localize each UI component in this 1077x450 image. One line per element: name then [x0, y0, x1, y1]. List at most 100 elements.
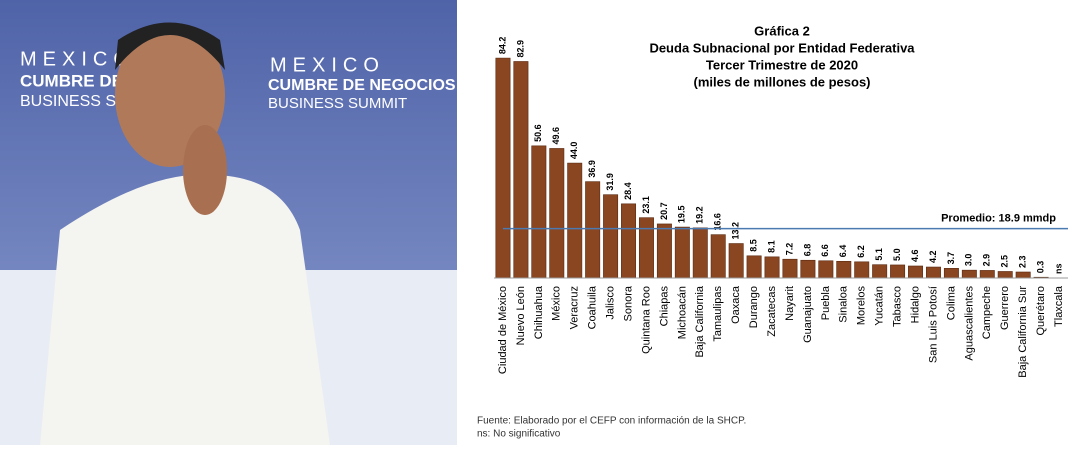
bar [836, 260, 852, 279]
value-label: 28.4 [623, 182, 633, 200]
chart-subtitle: Tercer Trimestre de 2020 [706, 57, 858, 72]
bar [746, 255, 762, 279]
x-tick-label: Morelos [856, 286, 868, 326]
value-label: 8.5 [748, 239, 758, 252]
bar [997, 271, 1013, 279]
x-tick-label: Nuevo León [515, 286, 527, 345]
value-label: 2.5 [1000, 255, 1010, 268]
photo: MEXICO CUMBRE DE NEGOCIOS BUSINESS SUMMI… [0, 0, 457, 445]
x-tick-label: Puebla [820, 285, 832, 320]
x-tick-label: Hidalgo [909, 286, 921, 323]
chart-subtitle: Deuda Subnacional por Entidad Federativa [649, 40, 915, 55]
bar [638, 217, 654, 279]
bar [567, 162, 583, 279]
x-tick-label: México [551, 286, 563, 321]
x-tick-label: Tamaulipas [712, 286, 724, 342]
x-tick-label: Sonora [622, 285, 634, 321]
chart: Gráfica 2 Deuda Subnacional por Entidad … [477, 23, 915, 439]
value-label: 3.7 [946, 252, 956, 265]
bar [656, 223, 672, 279]
value-label: 13.2 [731, 222, 741, 240]
bar [800, 259, 816, 279]
bar [603, 194, 619, 279]
value-label: 84.2 [497, 37, 507, 55]
value-label: 82.9 [515, 40, 525, 58]
value-label: 16.6 [713, 213, 723, 231]
x-tick-label: Chiapas [658, 286, 670, 327]
x-tick-label: Durango [748, 286, 760, 328]
average-label: Promedio: 18.9 mmdp [941, 213, 1056, 225]
value-label: 6.4 [838, 245, 848, 258]
bar [585, 181, 601, 279]
signage: MEXICO [270, 54, 385, 76]
value-label: 2.9 [982, 254, 992, 267]
x-tick-label: Querétaro [1035, 286, 1047, 336]
shirt [40, 174, 330, 445]
bar [925, 266, 941, 279]
signage: BUSINESS SUMMIT [268, 95, 407, 112]
x-tick-label: Tlaxcala [1053, 285, 1065, 327]
value-label: 6.8 [802, 244, 812, 257]
value-label: 3.0 [964, 254, 974, 267]
value-label: 4.6 [910, 249, 920, 262]
signage: CUMBRE DE NEGOCIOS [268, 77, 456, 94]
x-tick-label: Chihuahua [533, 285, 545, 339]
x-tick-label: Zacatecas [766, 286, 778, 337]
x-tick-label: Baja California Sur [1017, 286, 1029, 378]
x-tick-label: Oaxaca [730, 285, 742, 324]
bar [764, 256, 780, 279]
bar [728, 243, 744, 279]
bar [782, 258, 798, 279]
bar [943, 268, 959, 279]
bar [1015, 271, 1031, 279]
x-tick-label: Guanajuato [802, 286, 814, 343]
value-label: 5.0 [892, 248, 902, 261]
value-label: 6.2 [856, 245, 866, 258]
value-label: 19.2 [695, 206, 705, 224]
source-note: Fuente: Elaborado por el CEFP con inform… [477, 416, 746, 427]
x-tick-label: Yucatán [874, 286, 886, 326]
value-label: 2.3 [1018, 255, 1028, 268]
value-label: ns [1053, 263, 1063, 274]
bar [961, 269, 977, 279]
hair [115, 22, 225, 70]
value-label: 20.7 [659, 202, 669, 220]
value-label: 19.5 [677, 206, 687, 224]
x-tick-label: San Luis Potosí [927, 286, 939, 363]
bar [513, 61, 529, 279]
x-tick-label: Tabasco [892, 286, 904, 327]
bar [872, 264, 888, 279]
bar [854, 261, 870, 279]
x-tick-label: Guerrero [999, 286, 1011, 330]
x-tick-label: Jalisco [605, 286, 617, 320]
value-label: 31.9 [605, 173, 615, 191]
bar [890, 264, 906, 279]
x-tick-label: Quintana Roo [640, 286, 652, 354]
bar [908, 265, 924, 279]
value-label: 5.1 [874, 248, 884, 261]
x-tick-label: Baja California [694, 285, 706, 357]
x-tick-label: Colima [945, 285, 957, 320]
x-tick-label: Nayarit [784, 286, 796, 321]
bar [674, 226, 690, 279]
hand [183, 125, 227, 215]
value-label: 8.1 [766, 240, 776, 253]
source-note: ns: No significativo [477, 429, 561, 440]
value-label: 44.0 [569, 142, 579, 160]
value-label: 36.9 [587, 160, 597, 178]
chart-title: Gráfica 2 [754, 23, 810, 38]
bar [621, 203, 637, 279]
bar [710, 234, 726, 279]
bar [692, 227, 708, 279]
bar [549, 148, 565, 279]
value-label: 49.6 [551, 127, 561, 145]
value-label: 7.2 [784, 243, 794, 256]
value-label: 23.1 [641, 196, 651, 214]
value-label: 6.6 [820, 244, 830, 257]
bar [531, 145, 547, 279]
signage: MEXICO [20, 48, 135, 70]
value-label: 4.2 [928, 251, 938, 264]
x-tick-label: Campeche [981, 286, 993, 339]
